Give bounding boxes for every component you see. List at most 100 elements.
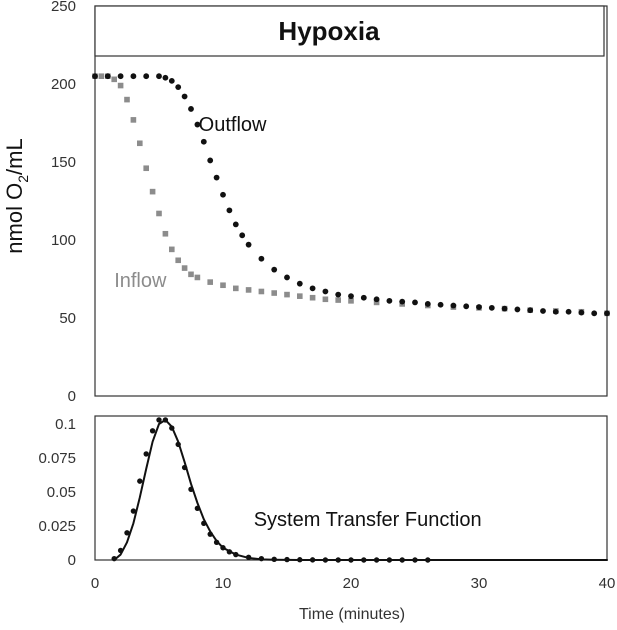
annotation-system-transfer-function: System Transfer Function — [254, 509, 482, 531]
bottom-y-tick-label: 0.025 — [38, 518, 76, 535]
transfer-function-point — [386, 557, 393, 563]
outflow-point — [565, 308, 572, 315]
transfer-function-point — [130, 508, 137, 514]
outflow-point — [130, 73, 137, 80]
annotation-outflow: Outflow — [199, 114, 267, 136]
transfer-function-point — [188, 486, 194, 492]
x-axis-label: Time (minutes) — [299, 606, 405, 623]
inflow-point — [117, 82, 124, 89]
transfer-function-point — [309, 557, 316, 563]
inflow-point — [207, 279, 213, 285]
bottom-y-tick-label: 0.1 — [55, 416, 76, 433]
inflow-point — [169, 246, 175, 253]
outflow-point — [245, 241, 252, 248]
bottom-y-tick-labels: 0 0.025 0.05 0.075 0.1 — [38, 416, 76, 569]
outflow-point — [412, 299, 418, 306]
transfer-function-point — [361, 557, 367, 563]
inflow-point — [188, 271, 194, 278]
transfer-function-point — [425, 557, 431, 563]
top-y-tick-label: 0 — [68, 388, 76, 405]
inflow-point — [162, 230, 169, 237]
outflow-point — [386, 297, 393, 304]
x-tick-label: 10 — [215, 575, 232, 592]
bottom-y-tick-label: 0.075 — [38, 450, 76, 467]
outflow-point — [578, 309, 585, 316]
outflow-point — [348, 293, 354, 300]
top-y-tick-label: 100 — [51, 232, 76, 249]
series-outflow — [92, 73, 610, 317]
transfer-function-point — [226, 549, 233, 555]
transfer-function-point — [297, 557, 303, 563]
outflow-point — [143, 73, 150, 80]
transfer-function-fit-line — [113, 418, 608, 561]
outflow-point — [175, 84, 182, 91]
transfer-function-point — [220, 545, 226, 551]
transfer-function-point — [143, 451, 149, 457]
inflow-point — [284, 291, 290, 298]
transfer-function-point — [117, 547, 124, 554]
outflow-point — [540, 308, 546, 314]
transfer-function-point — [124, 530, 130, 536]
outflow-point — [207, 157, 214, 164]
inflow-point — [220, 282, 226, 289]
top-plot-frame — [94, 5, 608, 397]
inflow-point — [98, 73, 105, 79]
inflow-point — [348, 298, 354, 304]
outflow-point — [527, 307, 534, 314]
transfer-function-point — [137, 478, 143, 484]
outflow-point — [162, 74, 169, 81]
inflow-point — [130, 117, 137, 123]
outflow-point — [232, 221, 239, 228]
outflow-point — [194, 121, 201, 128]
outflow-point — [239, 232, 246, 239]
top-y-tick-label: 50 — [59, 310, 76, 327]
outflow-point — [450, 302, 457, 309]
inflow-point — [373, 299, 380, 306]
inflow-point — [143, 165, 149, 172]
inflow-point — [137, 140, 143, 147]
outflow-point — [220, 191, 226, 198]
outflow-point — [258, 255, 265, 262]
transfer-function-point — [175, 441, 181, 448]
transfer-function-point — [245, 554, 252, 560]
outflow-point — [104, 73, 111, 80]
transfer-function-point — [213, 539, 220, 546]
outflow-point — [213, 174, 220, 181]
bottom-plot-frame — [94, 415, 608, 561]
top-y-tick-label: 250 — [51, 0, 76, 15]
inflow-point — [233, 285, 239, 292]
inflow-point — [175, 257, 181, 264]
outflow-point — [156, 73, 162, 80]
x-tick-label: 30 — [471, 575, 488, 592]
inflow-point — [335, 297, 341, 303]
transfer-function-point — [335, 557, 341, 563]
transfer-function-point — [201, 520, 207, 526]
transfer-function-points — [111, 417, 431, 563]
x-tick-labels: 0 10 20 30 40 — [91, 575, 616, 592]
top-y-tick-label: 200 — [51, 76, 76, 93]
x-tick-label: 20 — [343, 575, 360, 592]
transfer-function-point — [207, 531, 213, 537]
outflow-point — [92, 73, 98, 80]
outflow-point — [117, 73, 124, 80]
inflow-point — [149, 188, 156, 195]
outflow-point — [335, 291, 342, 298]
outflow-point — [271, 266, 278, 273]
outflow-point — [424, 301, 431, 307]
outflow-point — [188, 106, 194, 112]
transfer-function-point — [258, 555, 265, 562]
outflow-point — [322, 288, 329, 295]
transfer-function-point — [194, 505, 201, 512]
inflow-point — [124, 96, 130, 103]
inflow-point — [271, 290, 277, 296]
outflow-point — [514, 306, 521, 313]
outflow-point — [463, 303, 470, 310]
transfer-function-point — [399, 557, 405, 563]
inflow-point — [309, 294, 316, 301]
outflow-point — [399, 298, 406, 305]
bottom-y-tick-label: 0.05 — [47, 484, 76, 501]
transfer-function-point — [162, 417, 169, 423]
annotation-inflow: Inflow — [114, 270, 167, 292]
outflow-point — [309, 285, 316, 292]
